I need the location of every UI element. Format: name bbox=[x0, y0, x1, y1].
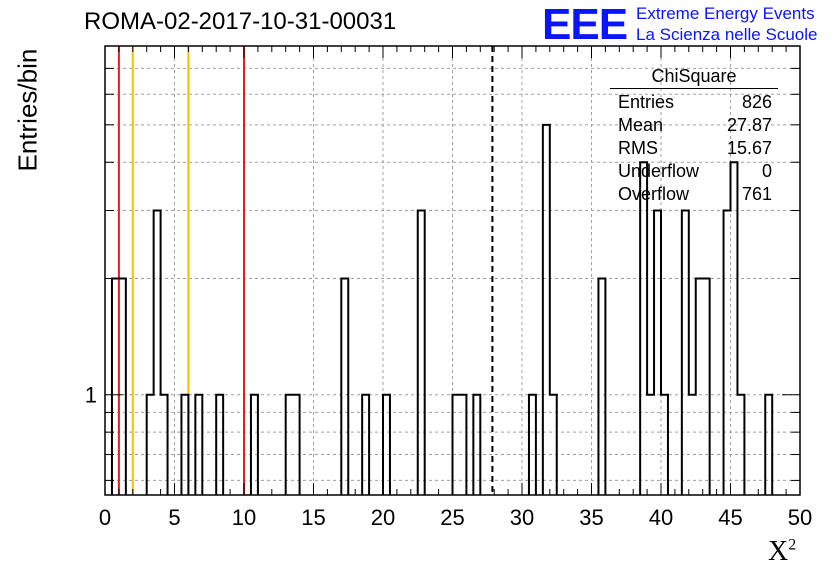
tick-labels: 0 5 10 15 20 25 30 35 40 45 50 1 bbox=[85, 383, 812, 530]
histogram-bar-group bbox=[541, 123, 558, 495]
histogram-bar-group bbox=[145, 209, 169, 495]
histogram-bar-group bbox=[194, 393, 204, 495]
x-axis-label-base: X bbox=[768, 536, 789, 567]
stats-value: 761 bbox=[741, 184, 772, 204]
histogram-bar-group bbox=[722, 161, 746, 495]
x-tick-label: 35 bbox=[579, 505, 603, 530]
histogram-bar-group bbox=[416, 209, 426, 495]
axes bbox=[104, 45, 801, 496]
histogram-bar-group bbox=[110, 277, 127, 495]
histogram-bar-group bbox=[597, 277, 607, 495]
histogram-bar-group bbox=[340, 277, 350, 495]
chart-title: ROMA-02-2017-10-31-00031 bbox=[84, 8, 397, 35]
histogram-bar-group bbox=[764, 393, 774, 495]
stats-value: 0 bbox=[761, 161, 772, 181]
stats-row-rms: RMS 15.67 bbox=[610, 137, 778, 160]
x-tick-label: 0 bbox=[99, 505, 111, 530]
histogram-bar-group bbox=[527, 393, 537, 495]
stats-value: 27.87 bbox=[726, 115, 772, 135]
stats-value: 826 bbox=[741, 92, 772, 112]
histogram-bar-group bbox=[249, 393, 259, 495]
x-tick-label: 20 bbox=[371, 505, 395, 530]
logo-line-2: La Scienza nelle Scuole bbox=[636, 25, 818, 44]
x-tick-label: 10 bbox=[232, 505, 256, 530]
x-tick-label: 25 bbox=[440, 505, 464, 530]
histogram-bar-group bbox=[215, 393, 225, 495]
x-tick-label: 5 bbox=[168, 505, 180, 530]
histogram-bar-group bbox=[639, 161, 669, 495]
histogram-bar-group bbox=[180, 393, 190, 495]
stats-label: Overflow bbox=[618, 184, 690, 204]
stats-row-underflow: Underflow 0 bbox=[610, 160, 778, 183]
stats-title: ChiSquare bbox=[610, 66, 778, 89]
x-tick-label: 15 bbox=[301, 505, 325, 530]
logo-mark: EEE bbox=[542, 0, 628, 49]
histogram-bar-group bbox=[361, 393, 371, 495]
y-tick-label: 1 bbox=[85, 383, 97, 408]
stats-box: ChiSquare Entries 826 Mean 27.87 RMS 15.67 … bbox=[610, 66, 778, 206]
logo-line-1: Extreme Energy Events bbox=[636, 4, 815, 23]
histogram-bar-group bbox=[680, 209, 711, 495]
x-tick-label: 45 bbox=[718, 505, 742, 530]
stats-label: Entries bbox=[618, 92, 675, 112]
x-tick-label: 40 bbox=[649, 505, 673, 530]
x-tick-label: 50 bbox=[788, 505, 812, 530]
stats-label: Mean bbox=[618, 115, 664, 135]
stats-label: RMS bbox=[618, 138, 658, 158]
histogram-bar-group bbox=[472, 393, 482, 495]
stats-row-mean: Mean 27.87 bbox=[610, 114, 778, 137]
x-tick-label: 30 bbox=[510, 505, 534, 530]
x-axis-label-superscript: 2 bbox=[788, 536, 797, 554]
histogram-bar-group bbox=[382, 393, 391, 495]
stats-value: 15.67 bbox=[726, 138, 772, 158]
stats-row-entries: Entries 826 bbox=[610, 91, 778, 114]
x-axis-label: X2 bbox=[768, 536, 796, 568]
y-axis-label: Entries/bin bbox=[12, 48, 43, 172]
stats-label: Underflow bbox=[618, 161, 700, 181]
stats-row-overflow: Overflow 761 bbox=[610, 183, 778, 206]
histogram-bar-group bbox=[284, 393, 301, 495]
histogram-bar-group bbox=[451, 393, 468, 495]
histogram-bars bbox=[110, 123, 774, 495]
